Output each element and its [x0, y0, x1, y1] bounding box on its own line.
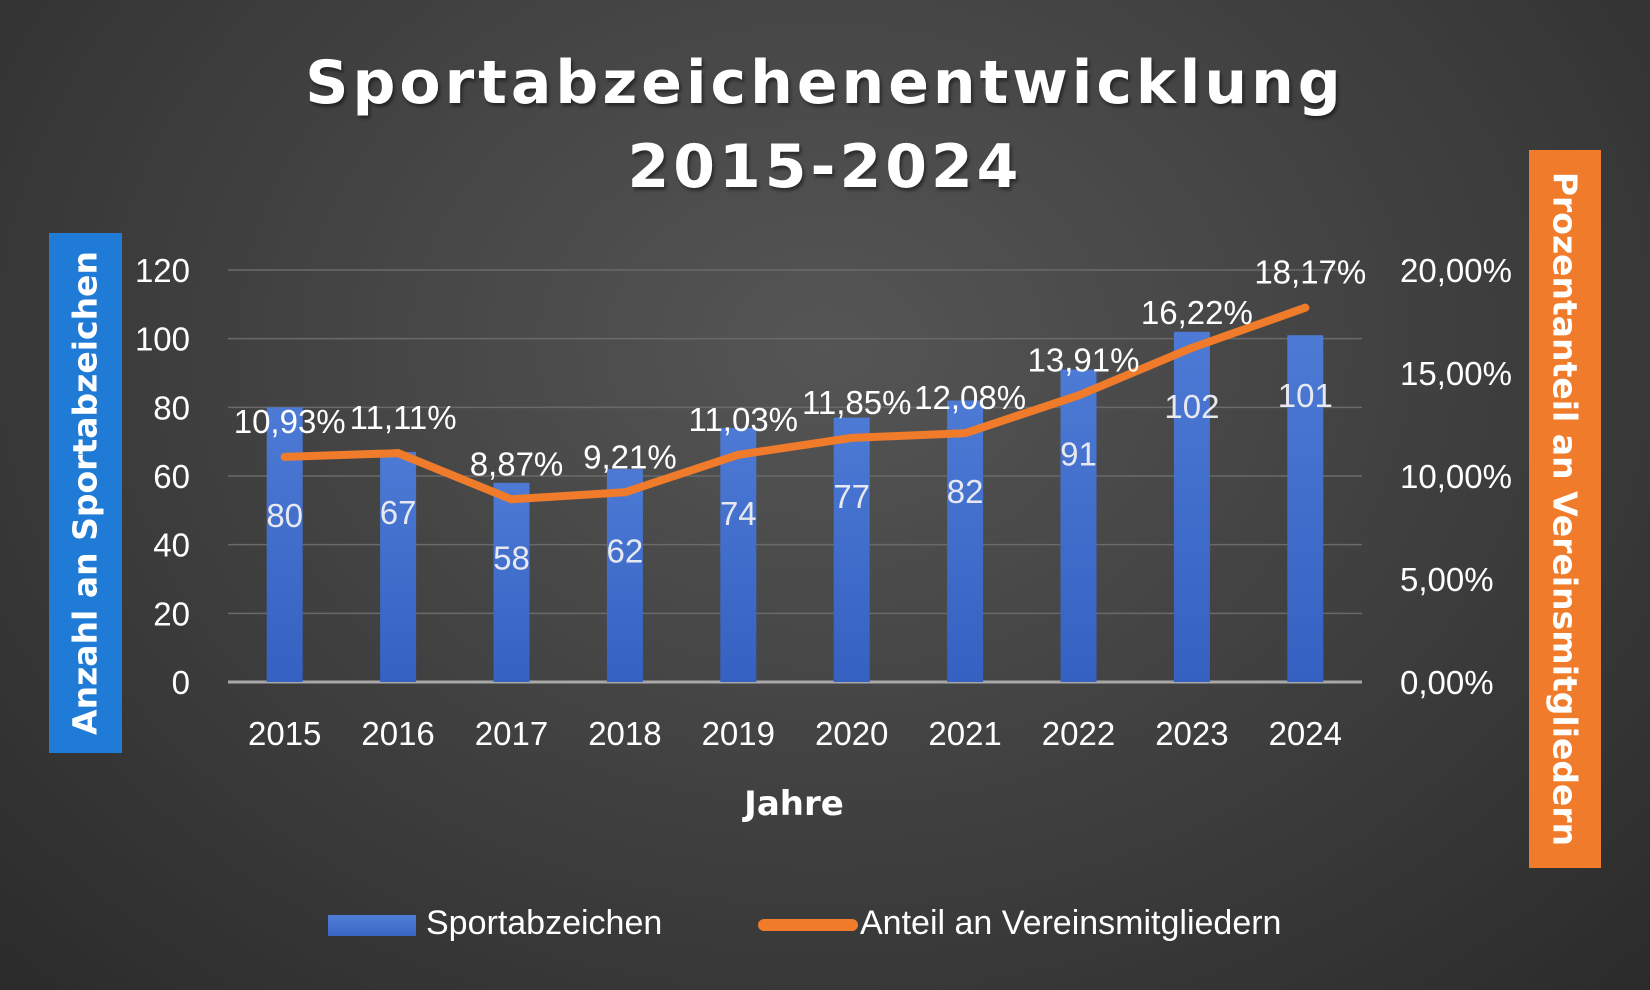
bar-data-label: 62 — [607, 532, 644, 569]
x-tick-label: 2023 — [1155, 715, 1228, 752]
bar-data-label: 101 — [1278, 377, 1333, 414]
bar — [1060, 369, 1097, 682]
line-point — [280, 452, 289, 461]
bar — [266, 407, 303, 682]
left-axis-title-box — [49, 233, 122, 753]
y-tick-label: 60 — [153, 458, 190, 495]
x-tick-label: 2022 — [1042, 715, 1115, 752]
y-tick-label: 80 — [153, 389, 190, 426]
y2-tick-label: 5,00% — [1400, 561, 1494, 598]
bar-data-label: 67 — [380, 494, 417, 531]
x-tick-label: 2021 — [928, 715, 1001, 752]
legend-bar-label: Sportabzeichen — [426, 904, 663, 942]
x-tick-label: 2024 — [1269, 715, 1342, 752]
right-axis-title-box — [1529, 150, 1601, 868]
legend-bar-swatch — [328, 915, 416, 936]
line-data-label: 11,85% — [802, 384, 911, 421]
line-point — [961, 429, 970, 438]
chart-title-line-1: Sportabzeichenentwicklung — [305, 48, 1345, 118]
y-tick-label: 0 — [172, 664, 190, 701]
line-point — [394, 449, 403, 458]
y-tick-label: 20 — [153, 595, 190, 632]
bar — [833, 417, 870, 682]
bar — [493, 482, 530, 682]
chart-title-line-2: 2015-2024 — [627, 132, 1023, 202]
bar-data-label: 91 — [1060, 435, 1097, 472]
bar-data-label: 102 — [1164, 388, 1219, 425]
bar — [947, 400, 984, 682]
bar — [380, 451, 417, 682]
line-point — [734, 450, 743, 459]
line-point — [1187, 343, 1196, 352]
legend-line-label: Anteil an Vereinsmitgliedern — [860, 904, 1282, 942]
bar-data-label: 82 — [947, 473, 984, 510]
line-data-label: 18,17% — [1254, 254, 1366, 291]
line-data-label: 10,93% — [234, 403, 346, 440]
x-tick-label: 2015 — [248, 715, 321, 752]
bar — [606, 469, 643, 682]
line-data-label: 11,11% — [350, 399, 457, 436]
bar — [1287, 335, 1324, 682]
x-tick-label: 2016 — [361, 715, 434, 752]
y2-tick-label: 0,00% — [1400, 664, 1494, 701]
y-tick-label: 100 — [135, 321, 190, 358]
x-tick-label: 2020 — [815, 715, 888, 752]
bar — [720, 427, 757, 682]
line-point — [620, 488, 629, 497]
y-tick-label: 120 — [135, 252, 190, 289]
x-tick-label: 2019 — [702, 715, 775, 752]
bar-data-label: 58 — [493, 539, 530, 576]
line-data-label: 13,91% — [1028, 341, 1140, 378]
line-point — [1301, 303, 1310, 312]
y2-tick-label: 10,00% — [1400, 458, 1512, 495]
line-series — [280, 303, 1310, 504]
bar-data-label: 77 — [833, 478, 870, 515]
line-data-label: 8,87% — [470, 445, 564, 482]
y2-tick-label: 15,00% — [1400, 355, 1512, 392]
bar-data-label: 74 — [720, 495, 757, 532]
y-tick-label: 40 — [153, 527, 190, 564]
legend-line-swatch — [758, 919, 858, 931]
line-data-label: 12,08% — [914, 379, 1026, 416]
bar — [1173, 331, 1210, 682]
x-tick-label: 2018 — [588, 715, 661, 752]
bar-data-label: 80 — [266, 497, 303, 534]
line-point — [847, 433, 856, 442]
line-point — [507, 495, 516, 504]
x-axis-title: Jahre — [742, 784, 844, 824]
line-data-label: 11,03% — [689, 401, 798, 438]
line-point — [1074, 391, 1083, 400]
line-data-label: 16,22% — [1141, 294, 1253, 331]
line-data-label: 9,21% — [583, 438, 677, 475]
y2-tick-label: 20,00% — [1400, 252, 1512, 289]
x-tick-label: 2017 — [475, 715, 548, 752]
